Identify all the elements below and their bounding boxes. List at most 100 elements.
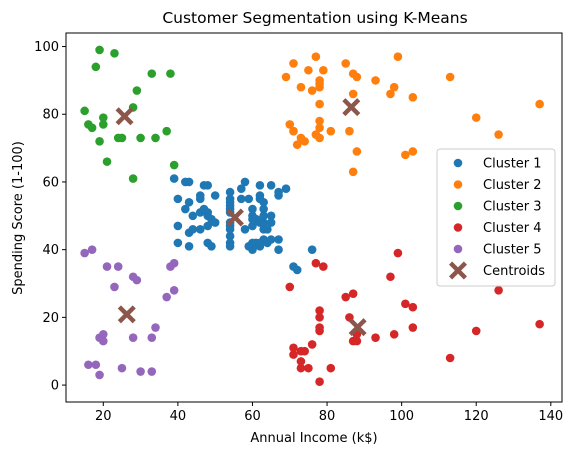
data-point [102,157,112,166]
y-axis-title: Spending Score (1-100) [11,141,26,295]
data-point [315,306,324,315]
data-point [389,82,399,92]
data-point [285,120,295,129]
data-point [184,197,194,207]
data-point [162,292,171,302]
x-tick-label: 80 [319,409,336,424]
data-point [408,302,418,312]
data-point [181,204,190,214]
data-point [95,45,104,55]
legend-label: Centroids [483,264,545,279]
legend-marker [453,180,463,189]
legend-marker [453,223,463,232]
data-point [471,113,481,122]
data-point [494,285,503,295]
data-point [110,282,119,292]
data-point [341,292,350,302]
data-point [147,333,157,342]
data-point [98,120,108,129]
data-point [445,72,455,82]
x-axis: 20 40 60 80 100 120 140 [95,402,563,424]
centroid-marker [225,208,244,227]
data-point [401,299,410,309]
data-point [225,187,235,197]
data-point [386,89,395,99]
data-point [95,137,104,146]
y-tick-label: 80 [42,108,59,123]
data-point [240,177,250,187]
data-point [236,184,246,194]
legend-marker [449,261,467,280]
data-point [195,225,205,234]
data-point [393,248,403,258]
data-point [166,69,175,78]
data-point [244,194,254,204]
legend-marker [453,201,463,211]
legend-marker [453,244,463,254]
data-point [259,218,268,227]
data-point [98,113,108,122]
data-point [80,106,89,116]
data-point [315,323,324,332]
y-tick-label: 100 [34,40,59,55]
data-point [169,258,179,268]
data-point [102,262,112,271]
data-point [408,323,418,332]
data-point [84,360,93,370]
chart-title: Customer Segmentation using K-Means [162,9,467,27]
legend-label: Cluster 2 [483,178,542,193]
data-point [184,241,194,251]
x-tick-label: 40 [170,409,187,424]
centroid-marker [115,107,134,126]
data-point [535,99,544,109]
legend-box [436,148,556,287]
data-point [225,225,235,234]
data-point [274,245,283,254]
data-point [315,116,324,126]
data-point [248,245,257,254]
data-point [296,82,306,92]
data-point [203,221,213,231]
data-point [266,211,276,221]
x-tick-label: 20 [95,409,112,424]
data-point [304,65,313,75]
x-tick-label: 100 [389,409,414,424]
plot-marks [80,45,544,386]
data-point [386,272,395,282]
data-point [98,329,108,339]
data-point [225,241,235,251]
data-point [225,231,235,241]
data-point [132,86,142,95]
data-point [281,72,291,82]
data-point [169,160,179,170]
data-point [307,340,317,349]
data-point [494,130,503,139]
data-point [169,174,179,183]
y-tick-label: 20 [42,311,59,326]
data-point [195,194,205,204]
data-point [352,147,362,156]
data-point [348,167,358,177]
legend-label: Cluster 1 [483,157,542,172]
data-point [352,336,362,346]
data-point [445,353,455,363]
data-point [315,133,324,143]
data-point [408,147,418,156]
data-point [393,52,403,61]
data-point [136,133,145,143]
data-point [289,126,298,136]
data-point [188,225,198,234]
data-point [173,238,183,248]
plot-frame [65,32,563,403]
data-point [408,93,418,102]
y-tick-label: 60 [42,175,59,190]
data-point [341,59,350,68]
data-point [236,194,246,204]
centroid-marker [342,98,361,117]
data-point [292,265,302,275]
data-point [147,367,157,376]
data-point [117,133,127,143]
data-point [289,350,298,359]
data-point [535,319,544,329]
